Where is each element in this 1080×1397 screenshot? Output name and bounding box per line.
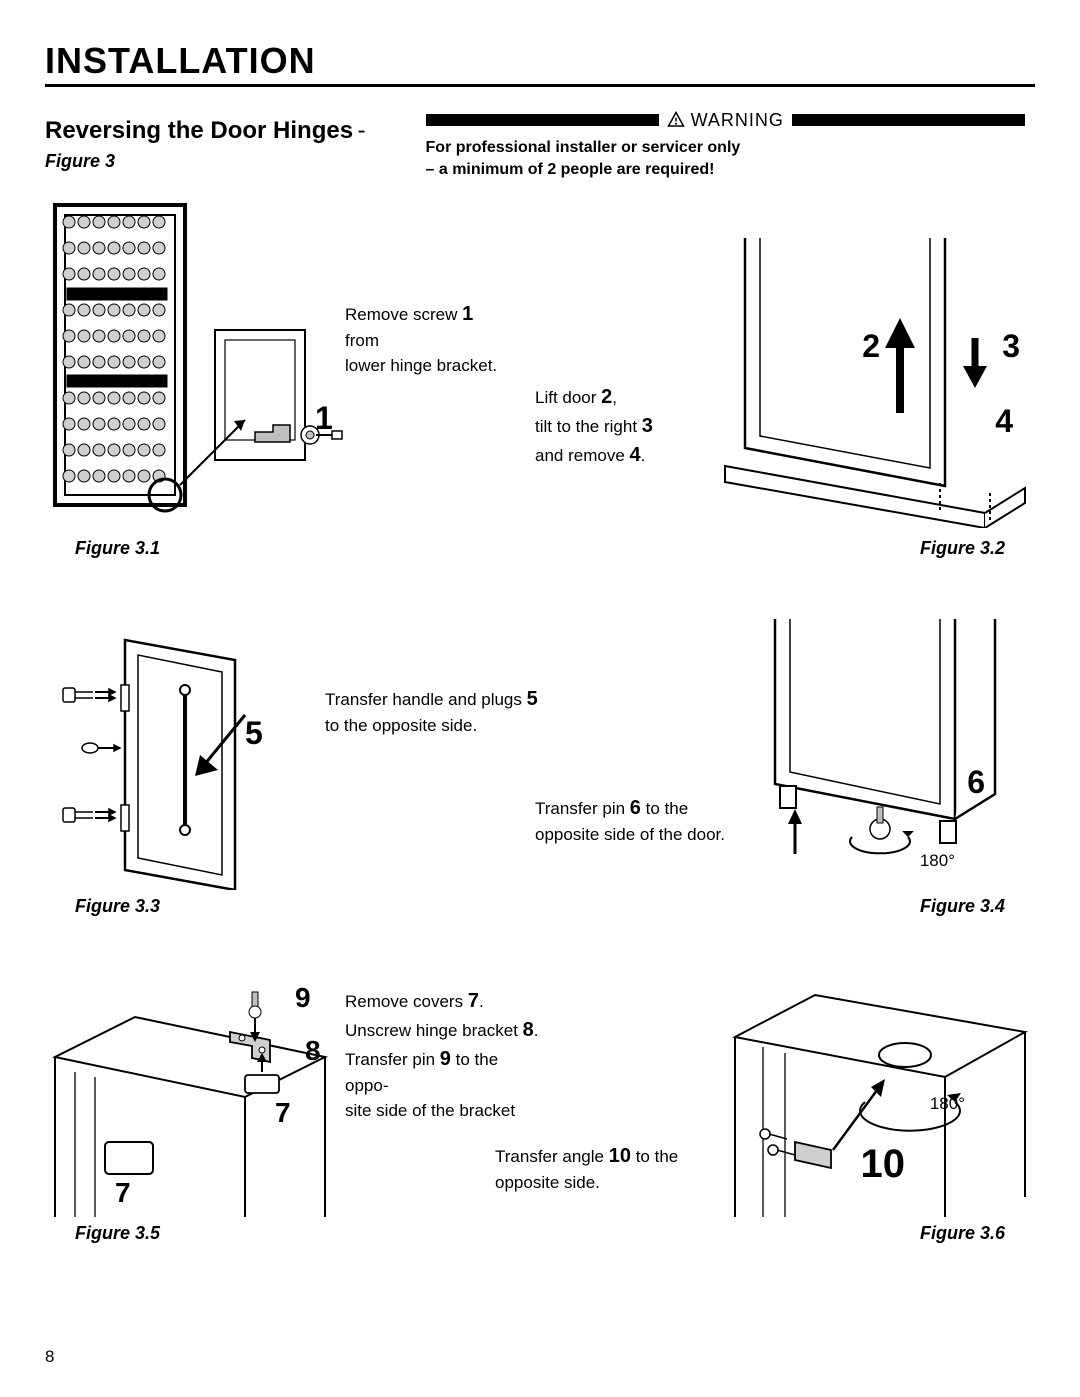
fig32-l1n: 2 [601, 386, 612, 408]
fig31-label: Figure 3.1 [75, 538, 485, 559]
warning-line1: For professional installer or servicer o… [426, 137, 1025, 159]
warning-stripe-right [792, 114, 1025, 126]
fig32-l3b: . [641, 446, 646, 465]
page: Installation Reversing the Door Hinges -… [0, 0, 1080, 1397]
fig32-l2n: 3 [642, 415, 653, 437]
fig36-angle: 180° [930, 1092, 965, 1117]
page-title: Installation [45, 40, 1035, 87]
fig34-l1a: Transfer pin [535, 799, 630, 818]
fig34-l2: opposite side of the door. [535, 825, 725, 844]
fig32-l3n: 4 [630, 444, 641, 466]
fig35-l3a: Transfer pin [345, 1050, 440, 1069]
warning-line2: – a minimum of 2 people are required! [426, 159, 1025, 181]
subheading-suffix: - [358, 117, 366, 144]
fig32-l1b: , [612, 388, 617, 407]
fig35-callout-7a: 7 [275, 1097, 291, 1129]
warning-icon [667, 111, 685, 129]
fig34-label: Figure 3.4 [535, 896, 1005, 917]
figure-3-5: 9 8 7 7 Remove covers 7. Unscrew hinge b… [45, 977, 525, 1244]
fig31-text-pre: Remove screw [345, 305, 462, 324]
figure-3-4-diagram [715, 614, 1035, 884]
fig33-callout-5: 5 [245, 715, 263, 752]
fig31-text-after: lower hinge bracket. [345, 356, 497, 375]
fig34-l1n: 6 [630, 797, 641, 819]
fig36-l2: opposite side. [495, 1173, 600, 1192]
fig32-callout-4: 4 [995, 403, 1013, 440]
fig35-label: Figure 3.5 [75, 1223, 525, 1244]
warning-box: WARNING For professional installer or se… [426, 109, 1025, 180]
fig35-l1n: 7 [468, 990, 479, 1012]
figure-3-4: 6 180° Transfer pin 6 to the opposite si… [535, 614, 1035, 917]
fig33-label: Figure 3.3 [75, 896, 505, 917]
warning-label: WARNING [691, 110, 784, 131]
fig34-callout-6: 6 [967, 764, 985, 801]
fig35-l1b: . [479, 992, 484, 1011]
figure-3-3: 5 Transfer handle and plugs 5 to the opp… [45, 630, 505, 917]
subheading-row: Reversing the Door Hinges - Figure 3 WAR… [45, 109, 1035, 180]
figure-3-2: 2 3 4 Lift door 2, tilt to the right 3 a… [535, 238, 1035, 559]
fig36-l1n: 10 [609, 1145, 631, 1167]
fig33-l2: to the opposite side. [325, 716, 477, 735]
subheading: Reversing the Door Hinges [45, 117, 353, 144]
fig32-l2a: tilt to the right [535, 417, 642, 436]
fig35-l2b: . [534, 1021, 539, 1040]
fig34-l1b: to the [641, 799, 688, 818]
figure-main-label: Figure 3 [45, 151, 366, 172]
fig36-callout-10: 10 [861, 1142, 906, 1187]
fig35-callout-7b: 7 [115, 1177, 131, 1209]
fig36-label: Figure 3.6 [555, 1223, 1005, 1244]
fig32-callout-2: 2 [862, 328, 880, 365]
figure-3-3-diagram [45, 630, 305, 890]
fig35-callout-8: 8 [305, 1035, 321, 1067]
fig34-angle: 180° [920, 849, 955, 874]
fig35-l4: site side of the bracket [345, 1101, 515, 1120]
fig35-callout-9: 9 [295, 982, 311, 1014]
fig35-l2a: Unscrew hinge bracket [345, 1021, 523, 1040]
figure-3-2-diagram [685, 238, 1035, 528]
page-number: 8 [45, 1347, 54, 1367]
warning-stripe-left [426, 114, 659, 126]
fig36-l1a: Transfer angle [495, 1147, 609, 1166]
fig31-text-mid: from [345, 331, 379, 350]
figure-3-5-diagram [45, 977, 335, 1217]
fig31-num: 1 [462, 303, 473, 325]
fig35-l2n: 8 [523, 1019, 534, 1041]
fig32-callout-3: 3 [1002, 328, 1020, 365]
fig32-l1a: Lift door [535, 388, 601, 407]
fig32-l3a: and remove [535, 446, 630, 465]
fig32-label: Figure 3.2 [535, 538, 1005, 559]
fig35-l1a: Remove covers [345, 992, 468, 1011]
fig31-callout-1: 1 [315, 400, 333, 437]
fig35-l3n: 9 [440, 1048, 451, 1070]
fig36-l1b: to the [631, 1147, 678, 1166]
fig33-l1a: Transfer handle and plugs [325, 690, 527, 709]
figure-3-6: 180° 10 Transfer angle 10 to the opposit… [555, 977, 1035, 1244]
figure-3-1: Remove screw 1 from lower hinge bracket.… [45, 200, 485, 559]
